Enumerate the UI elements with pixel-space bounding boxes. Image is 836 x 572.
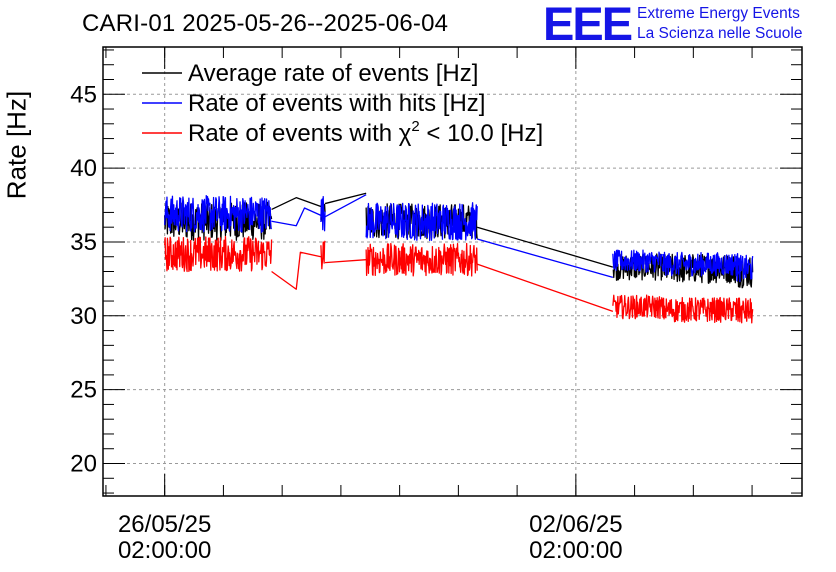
series-line-avg — [271, 197, 322, 211]
series-line-chi2 — [324, 259, 367, 264]
y-tick-label: 35 — [70, 229, 97, 256]
x-tick-label-time: 02:00:00 — [118, 537, 211, 564]
series-chi2 — [164, 235, 754, 324]
logo-tagline-1: Extreme Energy Events — [637, 5, 800, 22]
x-tick-label-date: 02/06/25 — [529, 511, 622, 538]
series-line-hits — [324, 194, 367, 218]
legend-label-chi2: Rate of events with χ2 < 10.0 [Hz] — [188, 118, 543, 147]
y-tick-label: 45 — [70, 81, 97, 108]
legend: Average rate of events [Hz] Rate of event… — [142, 60, 543, 147]
series-line-chi2 — [476, 263, 614, 312]
y-tick-label: 30 — [70, 303, 97, 330]
x-tick-label-date: 26/05/25 — [118, 511, 211, 538]
y-tick-label: 20 — [70, 451, 97, 478]
legend-entry-chi2: Rate of events with χ2 < 10.0 [Hz] — [142, 118, 543, 147]
logo-tagline-2: La Scienza nelle Scuole — [637, 25, 803, 42]
x-tick-label-time: 02:00:00 — [529, 537, 622, 564]
series-line-hits — [612, 249, 663, 273]
series-line-hits — [476, 238, 614, 279]
logo-mark: EEE — [543, 0, 633, 50]
axes: 20253035404526/05/2502:00:0002/06/2502:0… — [70, 46, 803, 564]
series-line-chi2 — [735, 297, 754, 324]
series-line-hits — [164, 194, 273, 233]
series-line-chi2 — [320, 240, 326, 270]
series-line-hits — [320, 196, 326, 232]
series-line-hits — [271, 207, 322, 227]
legend-label-hits: Rate of events with hits [Hz] — [188, 90, 485, 117]
legend-label-avg: Average rate of events [Hz] — [188, 60, 478, 87]
grid-lines — [103, 47, 802, 496]
y-tick-label: 25 — [70, 377, 97, 404]
series-line-hits — [661, 251, 741, 277]
series-line-chi2 — [661, 296, 741, 323]
series-line-chi2 — [164, 235, 273, 273]
series-line-hits — [365, 202, 478, 241]
chart-title: CARI-01 2025-05-26--2025-06-04 — [82, 10, 449, 37]
y-tick-label: 40 — [70, 155, 97, 182]
series-hits — [164, 194, 754, 283]
legend-entry-hits: Rate of events with hits [Hz] — [142, 90, 485, 117]
legend-entry-avg: Average rate of events [Hz] — [142, 60, 478, 87]
series-line-chi2 — [271, 251, 322, 290]
series-line-chi2 — [365, 242, 478, 277]
series-line-avg — [324, 192, 367, 205]
series-line-avg — [476, 226, 614, 268]
series-line-chi2 — [612, 294, 663, 320]
series-group — [164, 192, 754, 324]
series-line-hits — [735, 254, 754, 283]
